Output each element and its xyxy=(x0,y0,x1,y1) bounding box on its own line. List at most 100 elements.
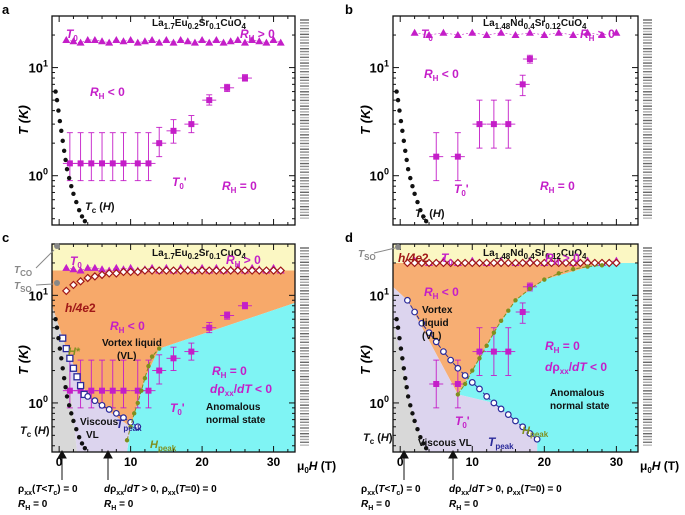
series-tc-h--b xyxy=(394,89,429,224)
marker-dot-c xyxy=(57,346,63,351)
series-tc-h--a xyxy=(53,89,88,224)
marker-open-circle-d xyxy=(497,405,505,413)
below-c-r1: dρxx/dT > 0, ρxx(T=0) = 0 xyxy=(104,484,217,497)
marker-open-diamond-d xyxy=(547,258,556,268)
marker-triangle-a xyxy=(248,35,257,43)
marker-square-a xyxy=(156,140,163,147)
marker-dot-d xyxy=(421,441,426,446)
label-TCO-c: TCO xyxy=(14,265,32,278)
label-ans1-c: Anomalous xyxy=(206,402,261,413)
series-t0--c xyxy=(62,301,252,409)
marker-dot-a xyxy=(61,148,67,153)
marker-dot-c xyxy=(63,385,68,390)
marker-triangle-b xyxy=(497,28,506,36)
marker-square-d xyxy=(505,348,512,355)
marker-dot-c xyxy=(79,441,85,446)
xlabel-c: μ0H (T) xyxy=(297,459,336,475)
marker-dot-d xyxy=(394,317,399,322)
marker-square-a xyxy=(109,160,116,167)
marker-triangle-b xyxy=(540,31,549,39)
region-cyan-d xyxy=(457,262,638,452)
marker-dot-c xyxy=(146,363,151,369)
marker-open-square-c xyxy=(69,364,78,372)
label-Tc-d: Tc (H) xyxy=(363,432,393,446)
marker-triangle-a xyxy=(276,38,285,46)
marker-dot-d xyxy=(400,356,405,361)
series-h-4e2-c xyxy=(61,266,286,296)
marker-square-a xyxy=(66,160,73,167)
label-vl2-d: liquid xyxy=(422,318,449,329)
label-Hstar-c: H* xyxy=(68,346,81,358)
marker-open-circle-d xyxy=(476,385,483,393)
marker-open-diamond-d xyxy=(431,258,441,268)
label-T0-a: T0 xyxy=(66,27,78,43)
marker-dot-c xyxy=(131,411,137,416)
marker-dot-d xyxy=(462,381,468,387)
marker-square-b xyxy=(454,153,461,160)
marker-dot-c xyxy=(128,424,133,430)
marker-dot-b xyxy=(400,128,405,134)
label-T0-b: T0 xyxy=(421,27,433,43)
marker-dot-b xyxy=(395,97,401,103)
label-RHpos-b: RH > 0 xyxy=(580,27,615,43)
marker-open-diamond-d xyxy=(612,258,621,268)
arrowhead-d-left xyxy=(399,449,409,459)
marker-dot-d xyxy=(455,392,461,397)
marker-open-diamond-d xyxy=(503,258,513,268)
marker-open-circle-c xyxy=(91,397,99,405)
marker-square-b xyxy=(476,121,483,128)
marker-dot-c xyxy=(54,325,60,330)
label-Tc-b: Tc (H) xyxy=(415,208,445,222)
label-vl3-d: (VL) xyxy=(422,331,441,342)
marker-dot-d xyxy=(418,435,423,440)
label-Hpeak-d: Hpeak xyxy=(522,425,549,439)
chart-title-b: La1.48Nd0.4Sr0.12CuO4 xyxy=(483,18,587,31)
marker-open-diamond-d xyxy=(467,258,477,268)
below-d-l2: RH = 0 xyxy=(361,499,391,512)
ylabel-b: T (K) xyxy=(358,105,373,135)
marker-triangle-c xyxy=(69,265,78,273)
label-RHneg-c: RH < 0 xyxy=(110,319,145,335)
marker-square-c xyxy=(77,387,84,394)
marker-square-c xyxy=(156,367,163,374)
ytick-label-d: 100 xyxy=(370,394,389,411)
label-RHpos-c: RH > 0 xyxy=(226,253,261,269)
marker-open-circle-d xyxy=(440,348,447,356)
marker-triangle-a xyxy=(105,38,114,46)
marker-dot-b xyxy=(415,199,420,205)
marker-dot-a xyxy=(53,89,58,94)
marker-dot-c xyxy=(60,366,65,371)
marker-open-diamond-c xyxy=(197,266,207,275)
chart-title-c: La1.7Eu0.2Sr0.1CuO4 xyxy=(152,248,247,261)
marker-dot-b xyxy=(412,191,417,197)
marker-open-circle-c xyxy=(84,393,92,400)
marker-dot-d xyxy=(556,271,561,276)
marker-open-diamond-c xyxy=(204,266,214,275)
marker-triangle-a xyxy=(233,35,242,43)
marker-triangle-b xyxy=(425,31,434,39)
marker-dot-b xyxy=(410,183,415,189)
marker-open-circle-c xyxy=(134,423,142,431)
marker-square-a xyxy=(99,160,106,167)
marker-triangle-b xyxy=(410,28,419,36)
marker-open-circle-d xyxy=(447,356,455,364)
marker-square-c xyxy=(170,355,177,362)
marker-open-diamond-c xyxy=(190,266,200,275)
marker-dot-c xyxy=(56,335,61,341)
marker-TSO-c xyxy=(54,280,60,286)
marker-triangle-a xyxy=(133,38,142,46)
marker-dot-d xyxy=(401,366,407,371)
marker-dot-d xyxy=(404,385,409,390)
marker-dot-d xyxy=(405,394,411,399)
xtick-label-d: 10 xyxy=(466,455,480,469)
panel-letter-a: a xyxy=(2,2,10,17)
marker-square-c xyxy=(120,387,127,394)
marker-triangle-a xyxy=(226,37,235,45)
label-RHzero-b: RH = 0 xyxy=(540,179,575,195)
marker-TSO-d xyxy=(395,244,401,250)
chart-title-a: La1.7Eu0.2Sr0.1CuO4 xyxy=(152,18,247,31)
marker-dot-d xyxy=(470,368,475,373)
marker-open-circle-d xyxy=(454,364,462,372)
marker-square-c xyxy=(134,387,141,394)
marker-triangle-b xyxy=(453,31,462,39)
